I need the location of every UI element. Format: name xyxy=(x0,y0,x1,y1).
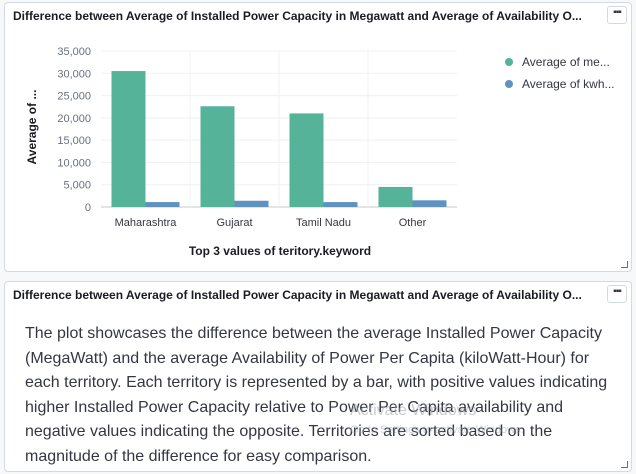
gridlines xyxy=(101,50,457,208)
y-tick-label: 5,000 xyxy=(63,180,91,192)
legend-item[interactable]: Average of kwh... xyxy=(505,73,615,95)
bar[interactable] xyxy=(323,202,358,207)
x-tick-label: Maharashtra xyxy=(115,217,178,229)
x-axis-label: Top 3 values of teritory.keyword xyxy=(189,244,371,258)
y-tick-label: 35,000 xyxy=(57,46,91,58)
bar[interactable] xyxy=(111,71,146,207)
x-tick-label: Gujarat xyxy=(216,217,252,229)
legend-label: Average of kwh... xyxy=(522,77,615,91)
text-panel: Difference between Average of Installed … xyxy=(4,281,632,472)
bar[interactable] xyxy=(200,106,235,207)
panel-options-icon[interactable]: ▪▪▪ xyxy=(607,6,627,24)
x-tick-labels: Maharashtra Gujarat Tamil Nadu Other xyxy=(115,217,427,229)
bar[interactable] xyxy=(234,200,269,207)
x-tick-label: Other xyxy=(399,217,427,229)
y-tick-label: 15,000 xyxy=(57,135,91,147)
chart-legend: Average of me... Average of kwh... xyxy=(505,51,615,95)
description-text: The plot showcases the difference betwee… xyxy=(25,325,608,465)
legend-item[interactable]: Average of me... xyxy=(505,51,615,73)
bar[interactable] xyxy=(412,200,447,207)
bar-chart: 35,000 30,000 25,000 20,000 15,000 10,000 5,00… xyxy=(25,46,457,258)
bar[interactable] xyxy=(145,202,180,207)
y-tick-label: 20,000 xyxy=(57,113,91,125)
legend-label: Average of me... xyxy=(522,55,610,69)
legend-swatch xyxy=(505,58,513,66)
y-tick-label: 10,000 xyxy=(57,157,91,169)
resize-handle-icon[interactable] xyxy=(621,461,628,468)
watermark-subtitle: Go to Settings to activate Windows. xyxy=(350,424,524,436)
y-tick-label: 25,000 xyxy=(57,91,91,103)
y-tick-labels: 35,000 30,000 25,000 20,000 15,000 10,000 5,00… xyxy=(57,46,91,214)
watermark-title: Activate Windows xyxy=(350,402,477,419)
resize-handle-icon[interactable] xyxy=(621,261,628,268)
x-tick-label: Tamil Nadu xyxy=(296,217,351,229)
panel-title: Difference between Average of Installed … xyxy=(13,288,582,302)
legend-swatch xyxy=(505,80,513,88)
bars xyxy=(111,71,447,207)
panel-options-icon[interactable]: ▪▪▪ xyxy=(607,285,627,303)
y-tick-label: 0 xyxy=(85,202,91,214)
chart-panel: Difference between Average of Installed … xyxy=(4,2,632,272)
panel-title: Difference between Average of Installed … xyxy=(13,9,582,23)
bar[interactable] xyxy=(378,186,413,207)
y-tick-label: 30,000 xyxy=(57,68,91,80)
bar[interactable] xyxy=(289,113,324,207)
y-axis-label: Average of ... xyxy=(25,90,39,165)
